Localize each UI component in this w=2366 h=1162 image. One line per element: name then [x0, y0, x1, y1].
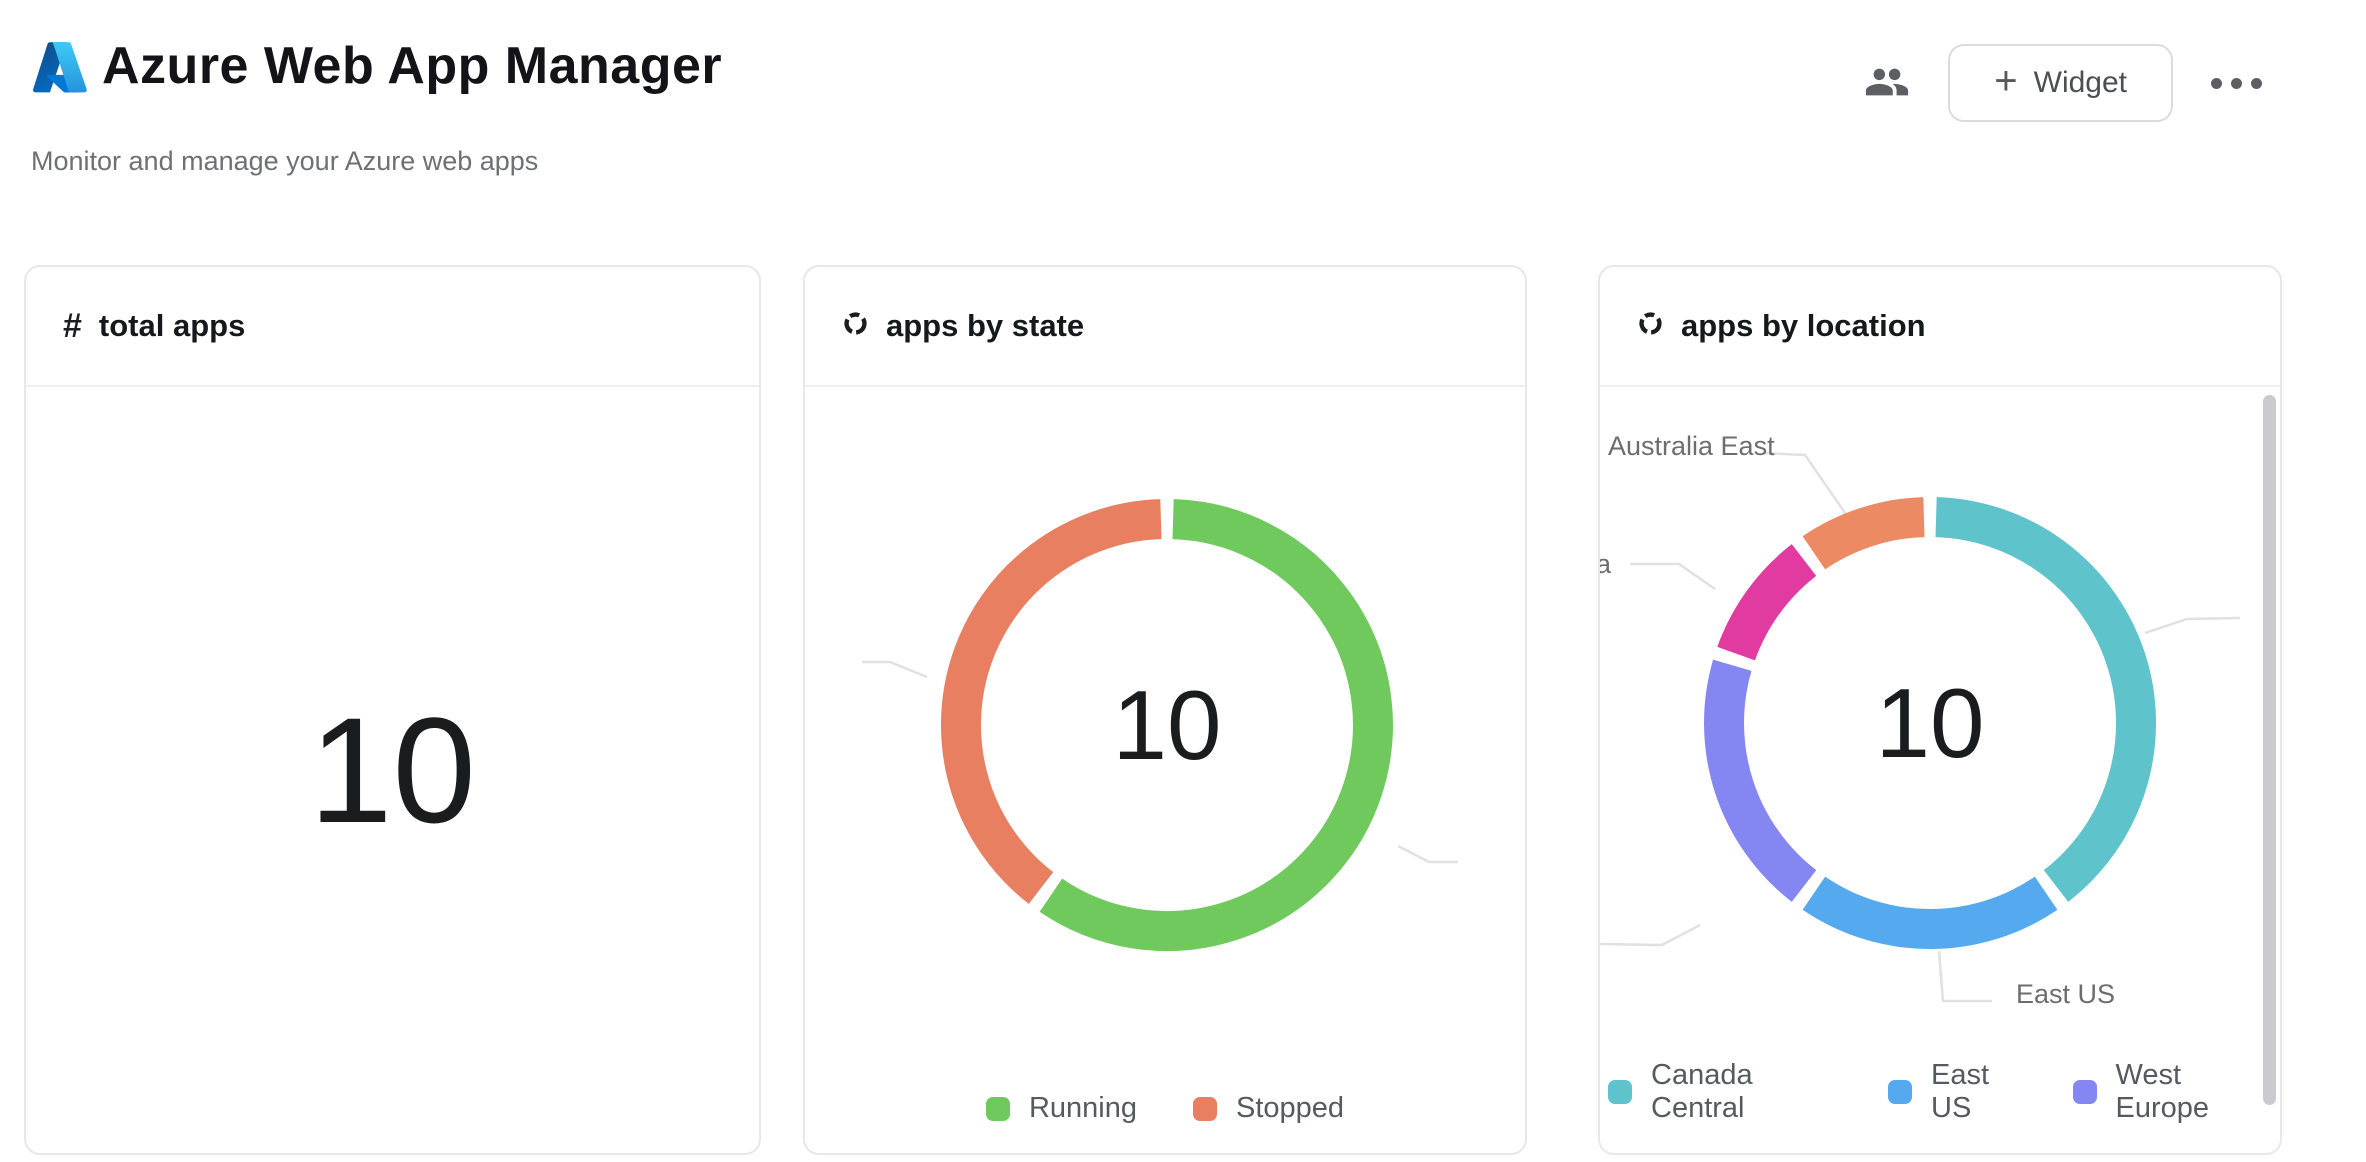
card-title: apps by state: [886, 308, 1085, 343]
legend-label: Canada Central: [1651, 1059, 1753, 1124]
legend-label: Running: [1028, 1092, 1137, 1124]
ellipsis-icon: [2251, 77, 2262, 89]
pie-label-east-us: East US: [2016, 979, 2116, 1009]
label-leader-line: [1600, 923, 1701, 947]
apps-by-state-donut: [862, 499, 1458, 951]
azure-logo-icon: [30, 38, 88, 96]
page-subtitle: Monitor and manage your Azure web apps: [31, 146, 539, 176]
label-leader-line: [2144, 616, 2241, 635]
page-title: Azure Web App Manager: [102, 37, 723, 95]
app-header: Azure Web App Manager Monitor and manage…: [0, 0, 2366, 230]
legend-swatch: [2072, 1080, 2097, 1104]
legend-item-running[interactable]: Running: [985, 1092, 1137, 1125]
apps-by-location-card-body: Australia East East US a 10 Canada Centr…: [1600, 387, 2280, 1153]
apps-by-location-card-header[interactable]: apps by location: [1600, 267, 2280, 387]
legend-swatch: [985, 1096, 1010, 1121]
donut-segment-australia-east[interactable]: [1802, 497, 1925, 570]
ellipsis-icon: [2211, 77, 2222, 89]
pie-label-australia-east: Australia East: [1608, 431, 1775, 461]
label-leader-line: [862, 660, 928, 679]
apps-by-state-legend: Running Stopped: [805, 1092, 1525, 1125]
total-apps-card-header[interactable]: # total apps: [26, 267, 759, 387]
legend-label: East US: [1931, 1059, 1990, 1124]
legend-swatch: [1608, 1080, 1632, 1104]
people-icon: [1864, 59, 1910, 108]
label-leader-line: [1397, 844, 1458, 864]
legend-label: West Europe: [2115, 1059, 2210, 1124]
apps-by-location-center-value: 10: [1875, 668, 1985, 778]
donut-segment-canada-central[interactable]: [1935, 497, 2157, 902]
legend-item-west-europe[interactable]: West Europe: [2072, 1059, 2280, 1125]
donut-chart-icon: [1637, 310, 1664, 342]
legend-item-east-us[interactable]: East US: [1888, 1059, 2036, 1125]
donut-segment-stopped[interactable]: [940, 499, 1162, 904]
header-controls: + Widget: [1864, 44, 2262, 122]
total-apps-card-body: 10: [26, 387, 759, 1153]
apps-by-state-center-value: 10: [1112, 670, 1222, 780]
card-title: total apps: [98, 308, 246, 343]
label-leader-line: [1937, 950, 1992, 1003]
add-widget-label: Widget: [2033, 66, 2127, 99]
plus-icon: +: [1994, 59, 2018, 103]
donut-segment-running[interactable]: [1039, 499, 1393, 951]
total-apps-card: # total apps 10: [24, 265, 761, 1155]
legend-label: Stopped: [1235, 1092, 1345, 1124]
card-scrollbar[interactable]: [2263, 395, 2276, 1105]
hash-icon: #: [63, 307, 82, 345]
apps-by-location-donut: [1600, 451, 2241, 1003]
add-widget-button[interactable]: + Widget: [1948, 44, 2173, 122]
total-apps-value: 10: [309, 685, 476, 854]
apps-by-state-card: apps by state 10 Running Stopped: [803, 265, 1527, 1155]
legend-item-canada-central[interactable]: Canada Central: [1608, 1059, 1851, 1125]
apps-by-state-card-body: 10 Running Stopped: [805, 387, 1525, 1153]
donut-chart-icon: [842, 310, 869, 342]
legend-swatch: [1192, 1096, 1217, 1121]
apps-by-location-card: apps by location Australia East East US …: [1598, 265, 2282, 1155]
apps-by-location-legend: Canada Central East US West Europe: [1608, 1059, 2280, 1125]
ellipsis-icon: [2231, 77, 2242, 89]
legend-item-stopped[interactable]: Stopped: [1192, 1092, 1345, 1125]
pie-label-clipped-fragment: a: [1600, 549, 1611, 580]
legend-swatch: [1888, 1080, 1913, 1104]
donut-segment-east-us[interactable]: [1802, 876, 2058, 949]
apps-by-state-card-header[interactable]: apps by state: [805, 267, 1525, 387]
label-leader-line: [1630, 562, 1716, 591]
card-title: apps by location: [1681, 308, 1926, 343]
label-leader-line: [1761, 451, 1854, 524]
more-menu-button[interactable]: [2211, 77, 2262, 89]
donut-segment-west-europe[interactable]: [1704, 659, 1817, 902]
share-users-button[interactable]: [1864, 59, 1910, 108]
donut-segment-a[interactable]: [1717, 544, 1817, 661]
